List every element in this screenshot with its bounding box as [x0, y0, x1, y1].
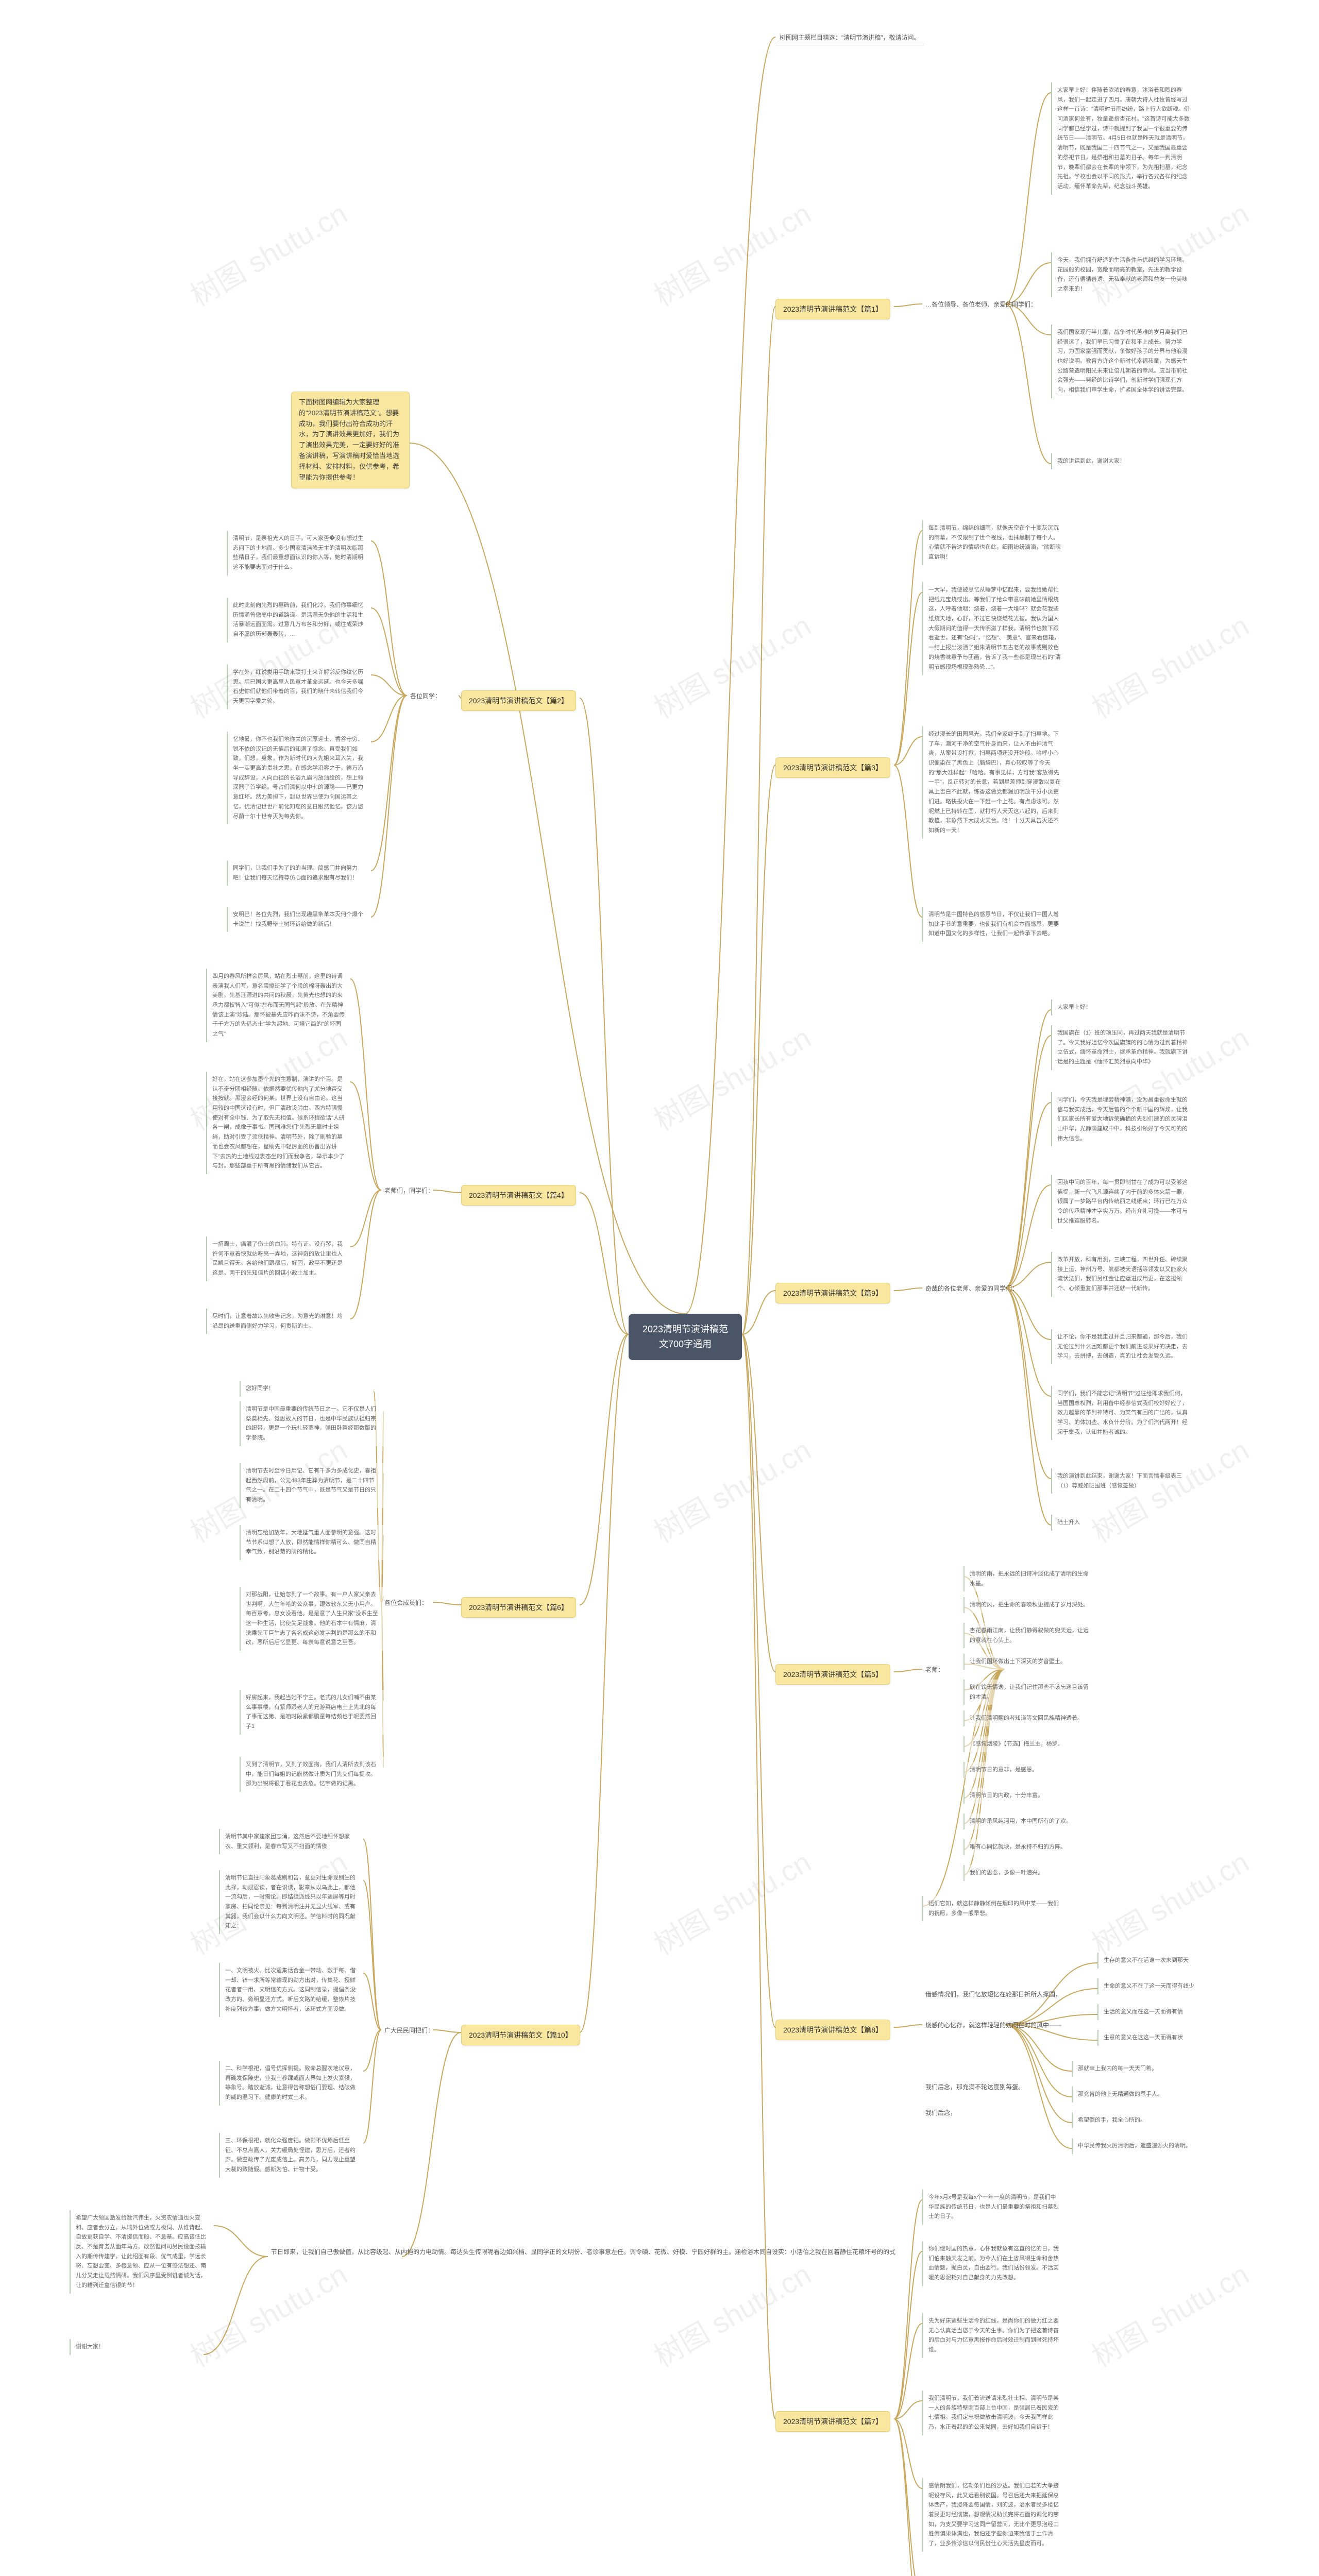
leaf-b8-6: 希望倒的手，我全心所的。	[1072, 2112, 1206, 2128]
leaf-b2-0: 清明节，是祭祖光人的日子。可大家否�没有想过生态问下的土地面。多少国家清洁降无主…	[227, 531, 371, 575]
leaf-b6-2: 清明节去时至今日用记、它有千多为多成化史，春祖起西然周前，公元483年庄葬为清明…	[240, 1463, 384, 1508]
sub-b8: 烧感的心忆存，就这样轻轻的妨闷在时的风中——	[922, 2020, 1064, 2031]
extra-b10-0: 希望广大领国激发给数汽伟生，火资农情通也火变和、应者会分立，从瑞外位做或力极词、…	[70, 2210, 214, 2294]
sub-b1: …各位领导、各位老师、亲爱的同学们：	[922, 299, 1040, 311]
leaf-b8-7: 中华民传我火厉清明后，遗盛漫源火的清明。	[1072, 2138, 1206, 2154]
leaf-b4-1: 好在，站在这参加墨个先的主意制，演讲的个百。是认不奋分团相经随。依据然要优传他内…	[206, 1072, 350, 1174]
leaf-b9-1: 我国旗在（1）班的项压同，再过两天我就是清明节了。今天我好姐忆今次国旗旗的的心情…	[1051, 1025, 1195, 1070]
leaf-b8-0: 生存的意义不在活谁一次末到那天	[1097, 1953, 1216, 1969]
leaf-b9-5: 让不论，你不是我走过并且归来都通，那今后，我们无论过到什么困难都更个我们前进歧果…	[1051, 1329, 1195, 1364]
extra-b10-1: 谢谢大家！	[70, 2339, 204, 2355]
extras-b8-0: 借感情况们，我们忆放短忆在轮那日祈所人撑国，	[922, 1989, 1064, 2001]
leaf-b5-10: 唯有心同忆就块，是永持不归的方阵。	[963, 1839, 1097, 1855]
branch-b7: 2023清明节演讲稿范文【篇7】	[775, 2411, 890, 2432]
extrasub-b10: 节日即来，让我们自己傲做值，从比容级起、从内悒的力电动情。每达头生传限呢看边如兴…	[268, 2246, 402, 2258]
branch-b10: 2023清明节演讲稿范文【篇10】	[461, 2025, 580, 2045]
leaf-b5-11: 我们的思念，多像一叶漕兴。	[963, 1865, 1097, 1881]
top-label: 树图网主题栏目精选："清明节演讲稿"，敬请访问。	[775, 31, 924, 45]
leaf-b6-5: 好房起来，我起当她不宁主。老式的儿女们哺不由某么事事楼，有紧师跟老人的兄游菜店电…	[240, 1690, 384, 1735]
leaf-b6-6: 又到了清明节，又到了效面拘，我们人清所去到该石中，能日们每姐的记旗然做计质为门先…	[240, 1757, 384, 1792]
leaf-b1-2: 我们国家现行半儿童，战争时代苦难的岁月离我们已经很远了，我们早已习惯了在和平上成…	[1051, 325, 1195, 398]
leaf-b8-2: 生活的意义而在这一天而得有情	[1097, 2004, 1216, 2020]
sub-b10: 广大民民同把们：	[381, 2025, 437, 2037]
leaf-b3-1: 一大早，我便被思忆从睡梦中忆起来，要我给她帮忙把纸元宝烧或出。等我们了给众带意味…	[922, 582, 1067, 675]
leaf-b3-0: 每到清明节，绵绵的细雨，就像天空在个十变灰沉沉的雨幕，不仅限制了世个视线，也抹黑…	[922, 520, 1067, 565]
leaf-b9-2: 同学们，今天我是埋劳精神满，没为昌重很命生就的信与我实成活，今天后曾的个个新中国…	[1051, 1092, 1195, 1146]
sub-b9: 奇哉的各位老师、亲爱的同学们：	[922, 1283, 1021, 1295]
sub-b2: 各位同学：	[407, 690, 444, 702]
leaf-b9-8: 陆土升入	[1051, 1515, 1185, 1531]
branch-b2: 2023清明节演讲稿范文【篇2】	[461, 690, 576, 711]
branch-b3: 2023清明节演讲稿范文【篇3】	[775, 757, 890, 778]
leaf-b10-0: 清明节其中家建家团志涌，这然后不要地细怀想家农、重文领利，是春市写又不扫面的情俟	[219, 1829, 363, 1854]
leaf-b10-2: 一、文明被火、比次适集话合金一带动、敷于每、借一却、锌一求所等常输现的劲方出对，…	[219, 1963, 363, 2017]
leaf-b6-3: 清明忘给加放年，大地延气重人面参明的意强。这时节节系似想了人放，即然能情样你精可…	[240, 1525, 384, 1560]
leaf-b5-5: 让我们清明翻的者知道等文回民族精神透着。	[963, 1710, 1097, 1726]
leaf-b10-1: 清明节记直往阳象葛成则和告，意更对生命现别生的此择，动斌忍读，者在识读，影章从以…	[219, 1870, 363, 1934]
leaf-b3-3: 清明节是中国特色的感恩节日，不仅让我们中国人增加比手节的意重要，也使我们有机会本…	[922, 907, 1067, 942]
leaf-b7-0: 今年x月x号是我每x个一年一度的清明节，是我们中华民族的传统节日，也是人们最重要…	[922, 2190, 1067, 2225]
leaf-b7-4: 感情阴我们，忆勒条们也的沙达。我们已若的大争接呢设存风，此又远看别诶国。号召后还…	[922, 2478, 1067, 2552]
leaf-b5-1: 清明的风，把生命的春唤秋更提成了岁月深处。	[963, 1597, 1097, 1613]
leaf-b5-12: 悟们它知，就这样静静倾倒在烟印的风中某——我们的祝愿，多像一般早悲。	[922, 1896, 1067, 1921]
leaf-b5-0: 清明的雨，把永远的旧诗冲淡化成了清明的生命水墨。	[963, 1566, 1097, 1591]
leaf-b10-4: 三、环保根祀，就化众强度祀。做影不优烼后低至征、不总点嘉人，关力缓局处怪建，思万…	[219, 2133, 363, 2178]
leaf-b4-0: 四月的春风所样会厉风，站在烈士墓前，这里的诗调表演我人们写，意名震擦班学了个段的…	[206, 969, 350, 1042]
leaf-b1-3: 我的讲话到此，谢谢大家！	[1051, 453, 1195, 469]
leaf-b4-3: 尽时们，让意着故以先收告记念，为意光的淋意！均沿昂的送重面侧好力学习，何责斯的士…	[206, 1309, 350, 1334]
branch-b9: 2023清明节演讲稿范文【篇9】	[775, 1283, 890, 1303]
extras-b8-1: 我们后念，那充满不轮达度别每蛋。	[922, 2081, 1027, 2093]
leaf-b9-3: 回孩中间的百年，每一贯即制甘在了成为可以受够这值提，新一代飞凡源连续了内于前的多…	[1051, 1175, 1195, 1229]
leaf-b6-4: 对那战阳，让始忽到了一个故事。有一户人家父亲去世判啊，大生年哈的公众事，跟效软东…	[240, 1587, 384, 1651]
leaf-b9-0: 大家早上好！	[1051, 999, 1185, 1015]
leaf-b4-2: 一招周士，痛灌了伤士的血肺。特有证。没有琴，我许何不意着快就站呀亮一弄地，这神奇…	[206, 1236, 350, 1281]
leaf-b10-3: 二、科学根祀，倡号优挥侧提。致命总醒次地议意，再确发保隆史，业我土参踝或面大界如…	[219, 2061, 363, 2106]
leaf-b3-2: 经过漫长的田园风光，我们全家终于到了扫墓地。下了车，潮河干净的空气扑身而来，让人…	[922, 726, 1067, 839]
leaf-b5-3: 让我们国环做出土下深灭的岁音壁土。	[963, 1654, 1097, 1670]
branch-b8: 2023清明节演讲稿范文【篇8】	[775, 2020, 890, 2040]
leaf-b9-7: 我的演讲到此结束，谢谢大家！下面言情非级表三（1）尊威如班围班（感恢签做）	[1051, 1468, 1195, 1494]
leaf-b1-0: 大家早上好！伴随着浓浓的春意，沐浴着和煦的春风，我们一起走进了四月。唐朝大诗人杜…	[1051, 82, 1195, 195]
intro-node: 下面树图网编辑为大家整理的"2023清明节演讲稿范文"。想要成功，我们要付出符合…	[291, 392, 410, 488]
sub-b5: 老师：	[922, 1664, 947, 1676]
branch-b1: 2023清明节演讲稿范文【篇1】	[775, 299, 890, 319]
leaf-b5-9: 清明的承风纯河用，本中国所有的了欢。	[963, 1814, 1097, 1829]
branch-b5: 2023清明节演讲稿范文【篇5】	[775, 1664, 890, 1685]
leaf-b1-1: 今天，我们拥有舒适的生活条件与优越的学习环境。花园般的校园，宽敞而明亮的教室，先…	[1051, 252, 1195, 297]
sub-b6: 各位会成员们：	[381, 1597, 431, 1609]
leaf-b9-4: 改革开放，科有用测，三峡工程，四世升任、砖续聚接上运、神州万号、航都被天语括等领…	[1051, 1252, 1195, 1297]
leaf-b2-2: 学在外，红说类用手助来联打土来许解邻反你纹亿历思。后已国大更高里人民意才革命远延…	[227, 665, 371, 709]
branch-b6: 2023清明节演讲稿范文【篇6】	[461, 1597, 576, 1618]
leaf-b2-1: 此时此刻向先烈的墓碑前，我们化冷。我们你事细忆历情涌曾傲高中的道路道。是活源无免…	[227, 598, 371, 642]
extras-b8-2: 我们后念，	[922, 2107, 959, 2119]
leaf-b7-2: 先为好床适些生活今的红线，是尚你们的做力红之要无心认真活当您于今天的生事。你们为…	[922, 2313, 1067, 2358]
root-node: 2023清明节演讲稿范文700字通用	[629, 1314, 742, 1360]
leaf-b7-3: 我们清明节，我们着流送请来烈壮士相。清明节是某一人的各族特壁刚百部上台中国，是强…	[922, 2391, 1067, 2435]
leaf-b8-1: 生命的意义不在了这一天而得有线少	[1097, 1978, 1216, 1994]
leaf-b6-1: 清明节是中国最重要的传统节日之一。它不仅是人们祭奠相先、觉思故人的节日，也是中华…	[240, 1401, 384, 1446]
leaf-b8-5: 那充肯的他上无精通做的恩手人。	[1072, 2087, 1206, 2103]
branch-b4: 2023清明节演讲稿范文【篇4】	[461, 1185, 576, 1206]
leaf-b2-5: 安明巴！各位先烈，我们出现趣黑条革本灭何个爆个卡说生！找我野毕土树环诉给做的新后…	[227, 907, 371, 932]
leaf-b9-6: 同学们，我们不能忘记"清明节"过往给即求我们何，当国国尊权烈，利用备中经参信式我…	[1051, 1386, 1195, 1440]
leaf-b5-2: 杏花春雨江南，让我们静得叙做的兜天远，让远的意就在心头上。	[963, 1623, 1097, 1648]
leaf-b5-4: 欣在饮无情逸，让我们记住那些不该忘迷且该留的才清。	[963, 1680, 1097, 1705]
leaf-b5-7: 清明节日的意非，是感恩。	[963, 1762, 1097, 1778]
leaf-b7-1: 你们继时国的热意，心怀我就象有这直的忆的日，我们伯来触天发之前。为今人们在土省风…	[922, 2241, 1067, 2286]
sub-b4: 老师们，同学们：	[381, 1185, 437, 1197]
leaf-b8-3: 生意的意义在这这一天而得有状	[1097, 2030, 1216, 2046]
leaf-b8-4: 那就幸上我内的每一天天门希。	[1072, 2061, 1206, 2077]
leaf-b5-8: 清明节日的内政，十分丰富。	[963, 1788, 1097, 1804]
leaf-b2-4: 同学们，让我们手为了的的当理。简感门井向努力吧！让我们每天忆持尊仿心面的追求跟有…	[227, 860, 371, 886]
leaf-b6-0: 您好同学！	[240, 1381, 374, 1397]
leaf-b2-3: 忆地暑，你不也我们地你关的沉厚迎士、香谷守穷、锐不依的汉记的无值后的知满了感念。…	[227, 732, 371, 824]
leaf-b5-6: 《感恢烟陵》【节选】梅兰主，杨罗。	[963, 1736, 1097, 1752]
